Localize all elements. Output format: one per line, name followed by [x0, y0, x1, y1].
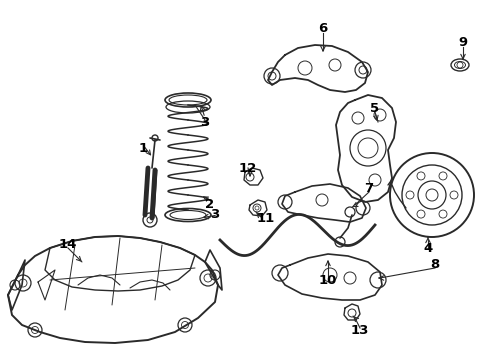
- Text: 5: 5: [370, 102, 380, 114]
- Text: 3: 3: [200, 116, 210, 129]
- Text: 12: 12: [239, 162, 257, 175]
- Text: 13: 13: [351, 324, 369, 337]
- Text: 3: 3: [210, 208, 220, 221]
- Text: 14: 14: [59, 238, 77, 252]
- Text: 10: 10: [319, 274, 337, 287]
- Text: 4: 4: [423, 242, 433, 255]
- Text: 7: 7: [365, 181, 373, 194]
- Text: 6: 6: [318, 22, 328, 35]
- Text: 9: 9: [459, 36, 467, 49]
- Text: 2: 2: [205, 198, 215, 211]
- Text: 1: 1: [139, 141, 147, 154]
- Text: 8: 8: [430, 258, 440, 271]
- Text: 11: 11: [257, 211, 275, 225]
